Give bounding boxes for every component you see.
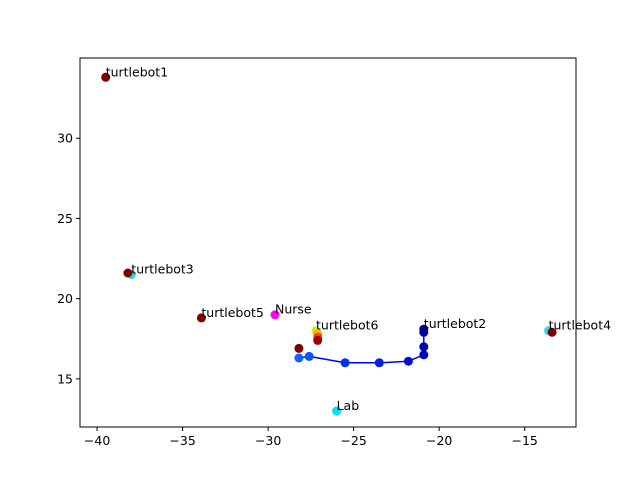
data-point [294, 343, 304, 353]
data-point [196, 313, 206, 323]
y-axis-ticks: 15 20 25 30 [57, 131, 80, 386]
x-axis-ticks: −40 −35 −30 −25 −20 −15 [84, 427, 538, 448]
point-label: turtlebot4 [549, 318, 612, 333]
points-layer [101, 72, 557, 416]
y-tick-label: 20 [57, 291, 73, 306]
data-point [340, 358, 350, 368]
data-point [304, 351, 314, 361]
data-point [403, 356, 413, 366]
point-label: Lab [337, 398, 360, 413]
data-point [419, 324, 429, 334]
point-label: turtlebot5 [201, 305, 263, 320]
data-point [374, 358, 384, 368]
point-label: turtlebot2 [424, 316, 486, 331]
data-point [313, 335, 323, 345]
data-point [101, 72, 111, 82]
x-tick-label: −20 [426, 433, 452, 448]
y-tick-label: 25 [57, 211, 73, 226]
point-label: turtlebot3 [131, 262, 193, 277]
x-tick-label: −40 [84, 433, 110, 448]
data-point [270, 310, 280, 320]
x-tick-label: −25 [340, 433, 366, 448]
x-tick-label: −35 [169, 433, 195, 448]
data-point [332, 406, 342, 416]
data-point [419, 342, 429, 352]
x-tick-label: −15 [511, 433, 537, 448]
point-label: Nurse [275, 302, 312, 317]
data-point [547, 327, 557, 337]
y-tick-label: 15 [57, 371, 73, 386]
y-tick-label: 30 [57, 131, 73, 146]
point-label: turtlebot6 [316, 318, 379, 333]
x-tick-label: −30 [255, 433, 281, 448]
data-point [419, 350, 429, 360]
annotations-layer: turtlebot1 turtlebot3 turtlebot5 Nurse turtl… [106, 64, 611, 413]
axes-frame [79, 57, 577, 428]
data-point [294, 353, 304, 363]
point-label: turtlebot1 [106, 64, 168, 79]
axes-background [80, 58, 576, 427]
data-point [123, 268, 133, 278]
